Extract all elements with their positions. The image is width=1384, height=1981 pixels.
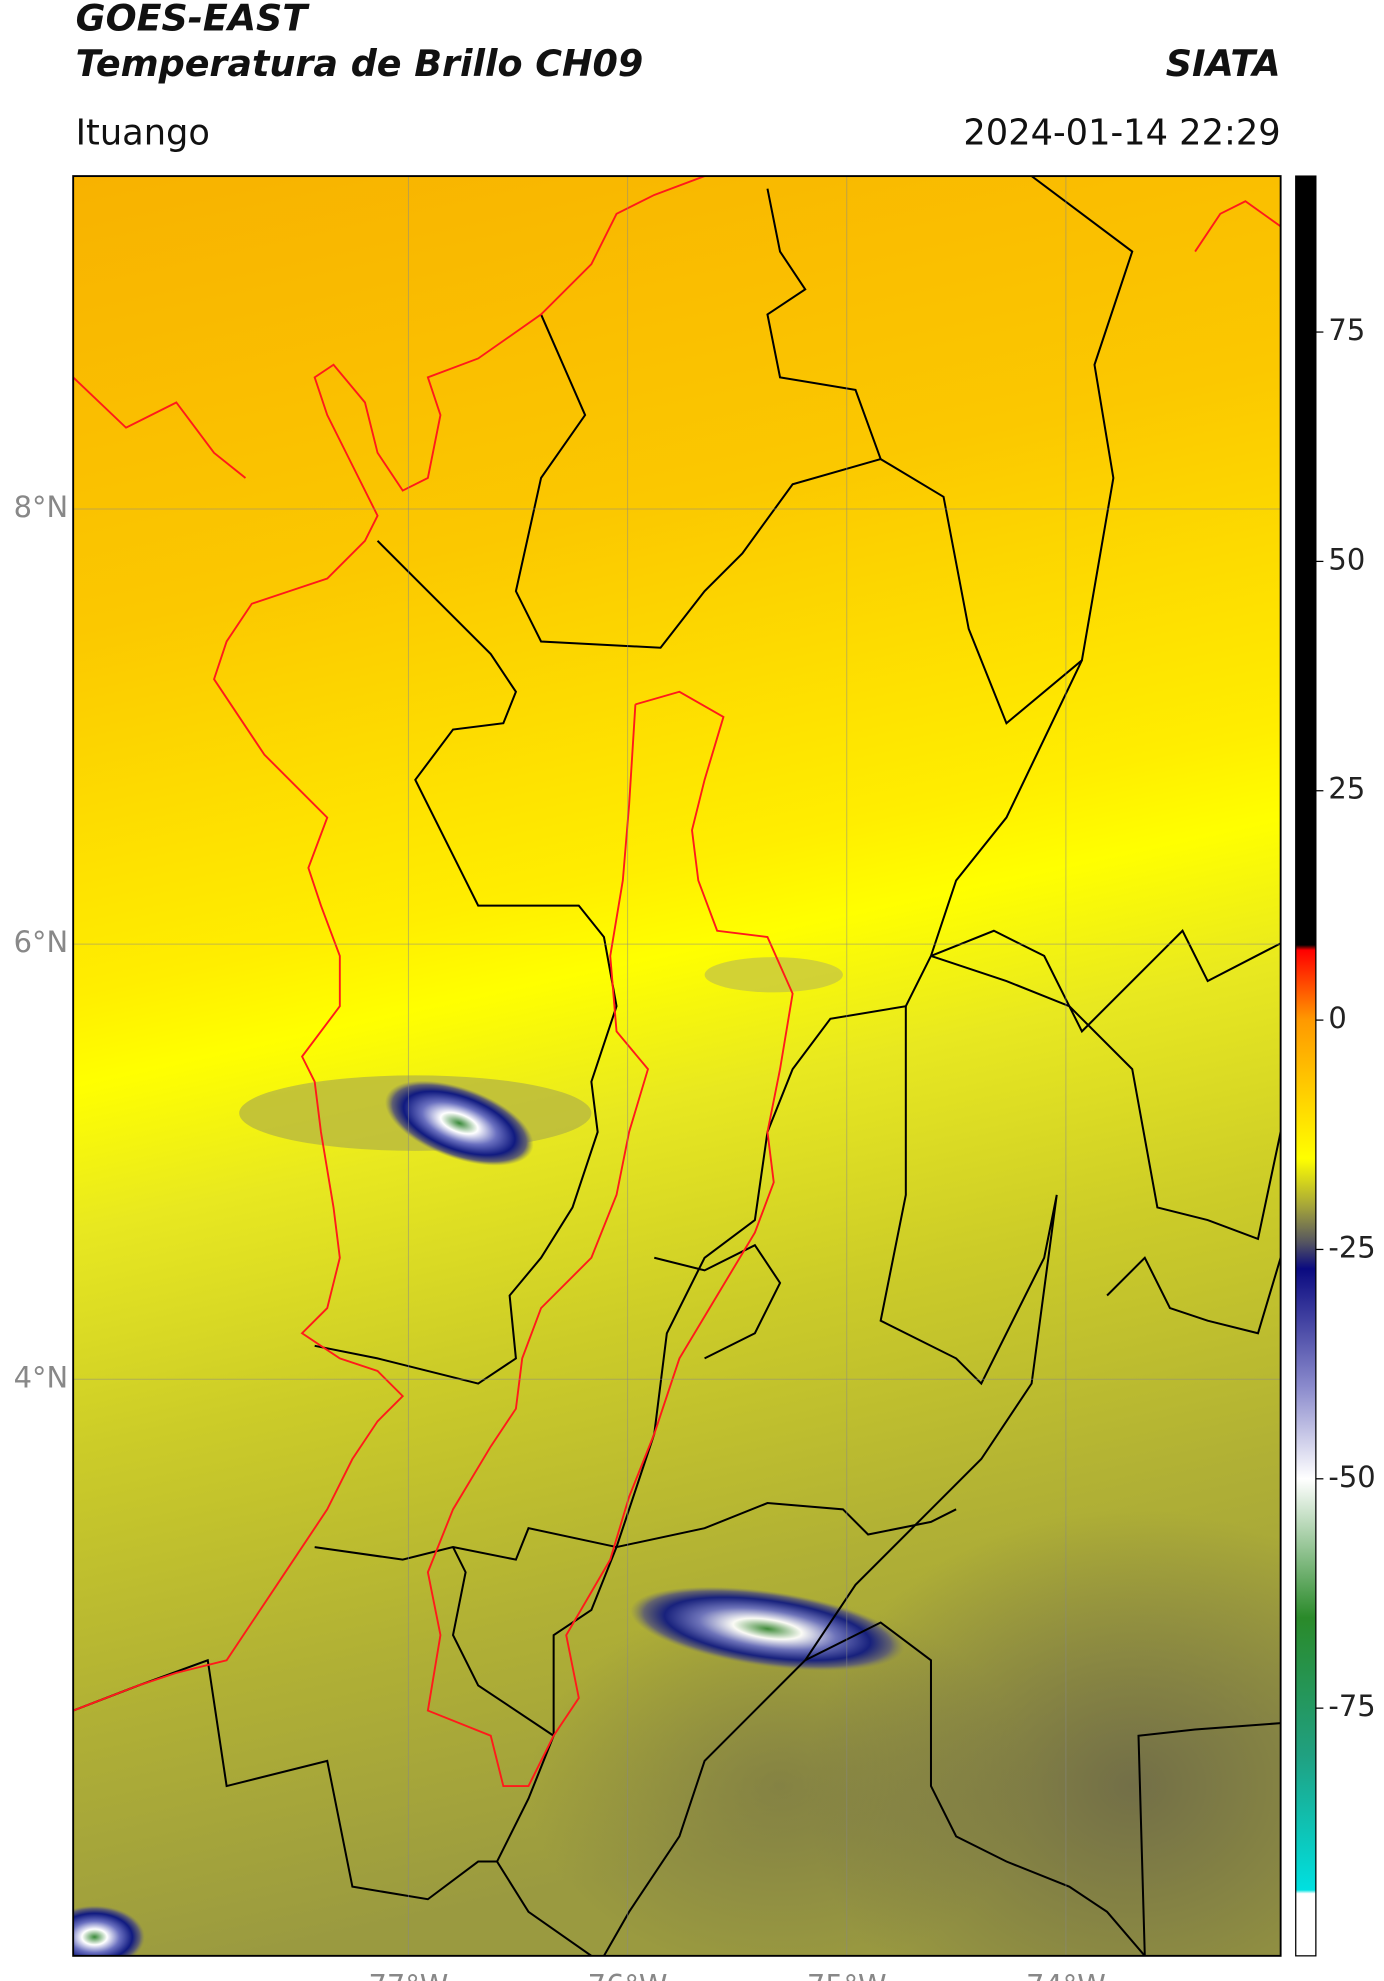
x-tick-label: 75°W: [807, 1968, 887, 1981]
colorbar-tick-label: 75: [1328, 313, 1365, 347]
cold-cloud: [630, 1586, 905, 1671]
cold-cloud: [385, 1080, 534, 1166]
colorbar: [1295, 175, 1317, 1957]
colorbar-tick-label: 50: [1328, 542, 1365, 576]
y-tick-label: 4°N: [14, 1360, 68, 1394]
haze: [704, 957, 843, 993]
y-tick-label: 6°N: [14, 925, 68, 959]
colorbar-tick-label: 25: [1328, 772, 1365, 806]
x-tick-label: 74°W: [1026, 1968, 1106, 1981]
y-tick-label: 8°N: [14, 490, 68, 524]
subtitle: Temperatura de Brillo CH09: [76, 42, 644, 85]
graticule: 77°W 76°W 75°W 74°W 8°N 6°N 4°N: [14, 176, 1281, 1981]
location: Ituango: [76, 113, 210, 154]
coastline: [73, 176, 1281, 1787]
cold-cloud: [73, 1905, 145, 1956]
x-tick-label: 76°W: [588, 1968, 668, 1981]
map-frame: [72, 175, 1282, 1957]
map-field: [73, 176, 1281, 1956]
colorbar-tick-label: -50: [1328, 1460, 1375, 1494]
boundaries: [73, 176, 1281, 1956]
colorbar-tick-label: 0: [1328, 1001, 1346, 1035]
dark-region: [528, 1597, 1032, 1956]
colorbar-tick-label: -75: [1328, 1689, 1375, 1723]
title: GOES-EAST: [76, 0, 311, 40]
timestamp: 2024-01-14 22:29: [963, 113, 1280, 154]
colorbar-tick-label: -25: [1328, 1230, 1375, 1264]
x-tick-label: 77°W: [369, 1968, 449, 1981]
agency: SIATA: [1166, 42, 1281, 85]
